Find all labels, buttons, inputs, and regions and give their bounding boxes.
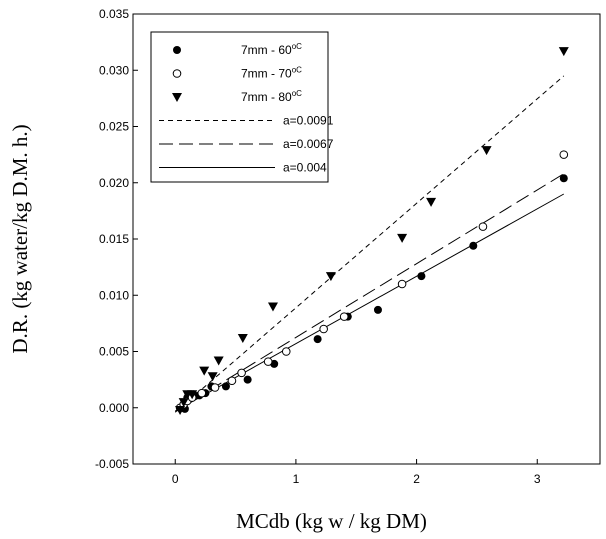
data-point-series-2 <box>199 366 210 376</box>
data-point-series-2 <box>426 197 437 207</box>
data-point-series-1 <box>210 383 220 392</box>
data-point-series-2 <box>207 372 218 382</box>
y-tick-label: 0.025 <box>99 120 129 134</box>
legend-marker-1 <box>172 69 182 78</box>
fit-line-3 <box>174 75 565 413</box>
data-point-series-0 <box>469 241 478 250</box>
data-point-series-2 <box>213 356 224 366</box>
data-point-series-0 <box>373 305 382 314</box>
data-point-series-2 <box>325 272 336 282</box>
y-tick-label: 0.015 <box>99 232 129 246</box>
data-point-series-0 <box>417 272 426 281</box>
plot-area <box>174 47 569 415</box>
y-tick-label: 0.005 <box>99 345 129 359</box>
data-point-series-0 <box>313 335 322 344</box>
legend-label-superscript: oC <box>292 89 302 98</box>
data-point-series-1 <box>227 376 237 386</box>
x-tick-label: 0 <box>172 472 179 486</box>
data-point-series-2 <box>558 47 569 57</box>
axes: -0.005 0.000 0.005 0.010 0.015 0.020 0.025 0.03… <box>95 7 601 486</box>
legend-label-superscript: oC <box>292 42 302 51</box>
data-point-series-2 <box>175 406 186 415</box>
legend-marker-2 <box>172 93 182 102</box>
x-tick-label: 2 <box>413 472 420 486</box>
y-tick-label: 0.030 <box>99 63 129 77</box>
legend-marker-0 <box>173 46 181 54</box>
legend-label-5: a=0.004 <box>283 161 327 175</box>
data-point-series-1 <box>478 222 488 231</box>
data-point-series-1 <box>319 324 328 334</box>
legend-label-superscript: oC <box>292 66 302 75</box>
data-point-series-1 <box>263 357 273 366</box>
legend-label-1: 7mm - 70oC <box>241 66 302 81</box>
data-point-series-2 <box>237 334 248 343</box>
data-point-series-0 <box>243 375 252 384</box>
data-point-series-2 <box>267 302 278 312</box>
legend-label-0: 7mm - 60oC <box>241 42 302 57</box>
data-point-series-1 <box>559 150 569 159</box>
data-point-series-1 <box>237 368 246 378</box>
fit-line-4 <box>174 173 565 412</box>
x-tick-label: 1 <box>293 472 300 486</box>
y-tick-label: -0.005 <box>95 457 129 471</box>
legend: 7mm - 60oC 7mm - 70oC 7mm - 80oC a=0.0091 a=… <box>150 31 334 183</box>
legend-label-4: a=0.0067 <box>283 137 334 151</box>
data-point-series-2 <box>397 233 408 243</box>
y-axis-title: D.R. (kg water/kg D.M. h.) <box>8 124 32 353</box>
data-point-series-2 <box>187 390 198 400</box>
legend-box <box>150 31 329 183</box>
x-axis-title: MCdb (kg w / kg DM) <box>236 509 427 533</box>
x-tick-label: 3 <box>534 472 541 486</box>
y-tick-label: 0.010 <box>99 288 129 302</box>
legend-label-3: a=0.0091 <box>283 114 334 128</box>
data-point-series-1 <box>397 279 407 289</box>
data-point-series-2 <box>481 146 492 156</box>
data-point-series-2 <box>178 398 189 408</box>
y-tick-label: 0.020 <box>99 176 129 190</box>
data-point-series-1 <box>281 347 291 356</box>
data-point-series-1 <box>197 388 207 398</box>
y-tick-label: 0.000 <box>99 401 129 415</box>
legend-label-2: 7mm - 80oC <box>241 89 302 104</box>
y-tick-label: 0.035 <box>99 7 129 21</box>
data-point-series-1 <box>339 312 349 321</box>
data-point-series-0 <box>559 174 568 183</box>
data-point-series-0 <box>221 382 230 391</box>
